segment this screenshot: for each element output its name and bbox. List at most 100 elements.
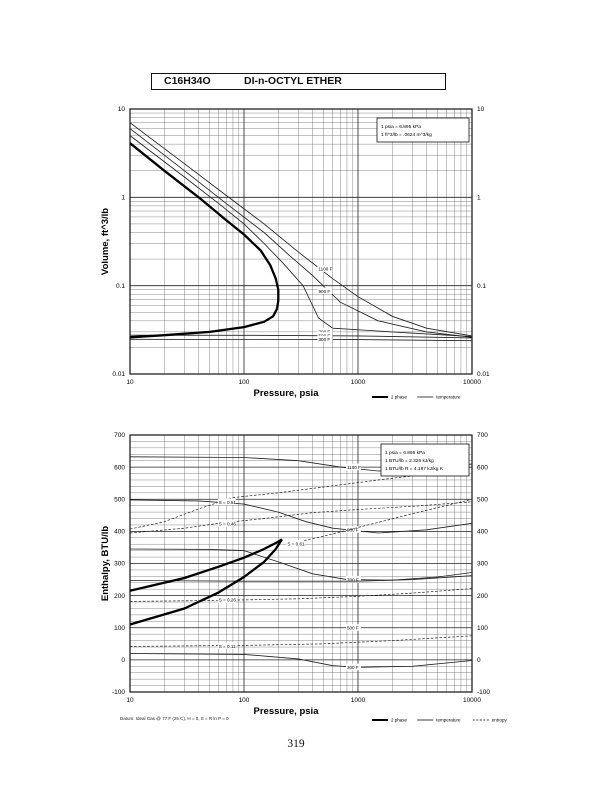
legend-label: temperature — [436, 718, 461, 723]
two-phase-vapor-line — [129, 142, 280, 290]
temperature-line — [129, 122, 473, 337]
entropy-line — [129, 635, 473, 647]
conversion-box — [380, 443, 470, 477]
y-tick-label-right: 300 — [477, 561, 488, 568]
conversion-text: 1 psia = 6.895 kPa — [381, 124, 421, 130]
x-tick-label: 10000 — [463, 697, 481, 704]
entropy-label-bg — [217, 596, 236, 603]
legend-label: 2 phase — [391, 718, 408, 723]
y-tick-label-right: 1 — [477, 195, 481, 202]
temperature-label: 1100 F — [347, 465, 361, 470]
x-tick-label: 100 — [239, 697, 250, 704]
two-phase-vapor-line — [129, 538, 283, 592]
entropy-label: S = 0.46 — [219, 521, 237, 526]
temperature-label: 300 F — [347, 665, 359, 670]
y-tick-label: -100 — [112, 689, 125, 696]
y-tick-label-right: -100 — [477, 689, 490, 696]
two-phase-liquid-line — [129, 538, 283, 626]
x-axis-label: Pressure, psia — [254, 706, 320, 717]
legend-label: temperature — [436, 395, 461, 400]
temperature-label: 700 F — [318, 329, 330, 334]
temperature-label: 1100 F — [318, 267, 332, 272]
chart-title-box: C16H34O DI-n-OCTYL ETHER — [151, 73, 446, 90]
x-axis-label: Pressure, psia — [254, 388, 320, 399]
y-tick-label-right: 700 — [477, 432, 488, 439]
temperature-line — [129, 338, 473, 342]
compound-formula: C16H34O — [164, 75, 211, 87]
y-tick-label: 100 — [114, 625, 125, 632]
temperature-line — [129, 548, 473, 581]
temperature-label: 700 F — [347, 577, 359, 582]
y-tick-label-right: 400 — [477, 529, 488, 536]
conversion-text: 1 psia = 6.895 kPa — [385, 450, 425, 456]
x-tick-label: 10000 — [463, 379, 481, 386]
conversion-box — [376, 117, 470, 143]
x-tick-label: 1000 — [351, 379, 366, 386]
y-tick-label-right: 0.01 — [477, 371, 490, 378]
y-tick-label-right: 500 — [477, 496, 488, 503]
datum-footnote: Datum: Ideal Gas @ 77 F (25 C), H = 0, S… — [120, 716, 229, 721]
temperature-label-bg — [317, 332, 333, 339]
x-tick-label: 10 — [126, 697, 134, 704]
y-tick-label: 0.1 — [116, 283, 125, 290]
entropy-label-bg — [286, 540, 305, 547]
y-axis-label: Enthalpy, BTU/lb — [100, 526, 111, 601]
entropy-label-bg — [217, 520, 236, 527]
temperature-label: 900 F — [318, 289, 330, 294]
temperature-label-bg — [317, 335, 333, 343]
entropy-label: S = 0.51 — [219, 500, 237, 505]
y-tick-label-right: 10 — [477, 106, 485, 113]
temperature-line — [129, 135, 473, 338]
temperature-line — [129, 575, 473, 582]
plot-frame — [129, 434, 473, 693]
legend-label: entropy — [492, 718, 508, 723]
y-tick-label: 0.01 — [112, 371, 125, 378]
temperature-label: 900 F — [347, 528, 359, 533]
temperature-line — [129, 334, 473, 339]
y-tick-label: 500 — [114, 496, 125, 503]
temperature-label-bg — [345, 624, 361, 631]
y-tick-label: 10 — [118, 106, 126, 113]
entropy-label-bg — [217, 498, 236, 506]
y-tick-label-right: 0 — [477, 657, 481, 664]
y-tick-label-right: 0.1 — [477, 283, 486, 290]
conversion-text: 1 BTU/lb R = 4.187 kJ/kg K — [385, 466, 444, 472]
page-number: 319 — [287, 738, 305, 750]
temperature-label: 500 F — [347, 626, 359, 631]
y-tick-label: 200 — [114, 593, 125, 600]
temperature-label-bg — [345, 526, 361, 533]
entropy-label: S = 0.11 — [219, 644, 236, 649]
y-tick-label-right: 200 — [477, 593, 488, 600]
temperature-line — [129, 653, 473, 668]
y-tick-label-right: 600 — [477, 464, 488, 471]
entropy-line — [287, 498, 473, 545]
plot-frame — [129, 108, 473, 375]
temperature-label-bg — [345, 576, 361, 583]
two-phase-liquid-line — [129, 289, 280, 339]
entropy-label-bg — [217, 642, 236, 650]
temperature-label-bg — [317, 287, 333, 295]
entropy-label: S = 0.26 — [219, 598, 237, 603]
y-tick-label: 0 — [121, 657, 125, 664]
temperature-label-bg — [317, 328, 333, 335]
entropy-line — [129, 588, 473, 602]
y-tick-label: 600 — [114, 464, 125, 471]
entropy-label: S = 0.61 — [287, 541, 305, 546]
temperature-label: 300 F — [318, 337, 330, 342]
x-tick-label: 1000 — [351, 697, 366, 704]
x-tick-label: 10 — [126, 379, 134, 386]
entropy-line — [129, 501, 473, 534]
conversion-text: 1 BTU/lb = 2.326 kJ/kg — [385, 458, 434, 464]
x-tick-label: 100 — [239, 379, 250, 386]
y-tick-label: 700 — [114, 432, 125, 439]
y-tick-label: 400 — [114, 529, 125, 536]
temperature-line — [129, 128, 473, 338]
temperature-line — [129, 499, 473, 534]
y-tick-label-right: 100 — [477, 625, 488, 632]
temperature-label-bg — [317, 265, 333, 272]
y-tick-label: 1 — [121, 195, 125, 202]
conversion-text: 1 ft^3/lb = .0624 m^3/kg — [381, 132, 432, 138]
